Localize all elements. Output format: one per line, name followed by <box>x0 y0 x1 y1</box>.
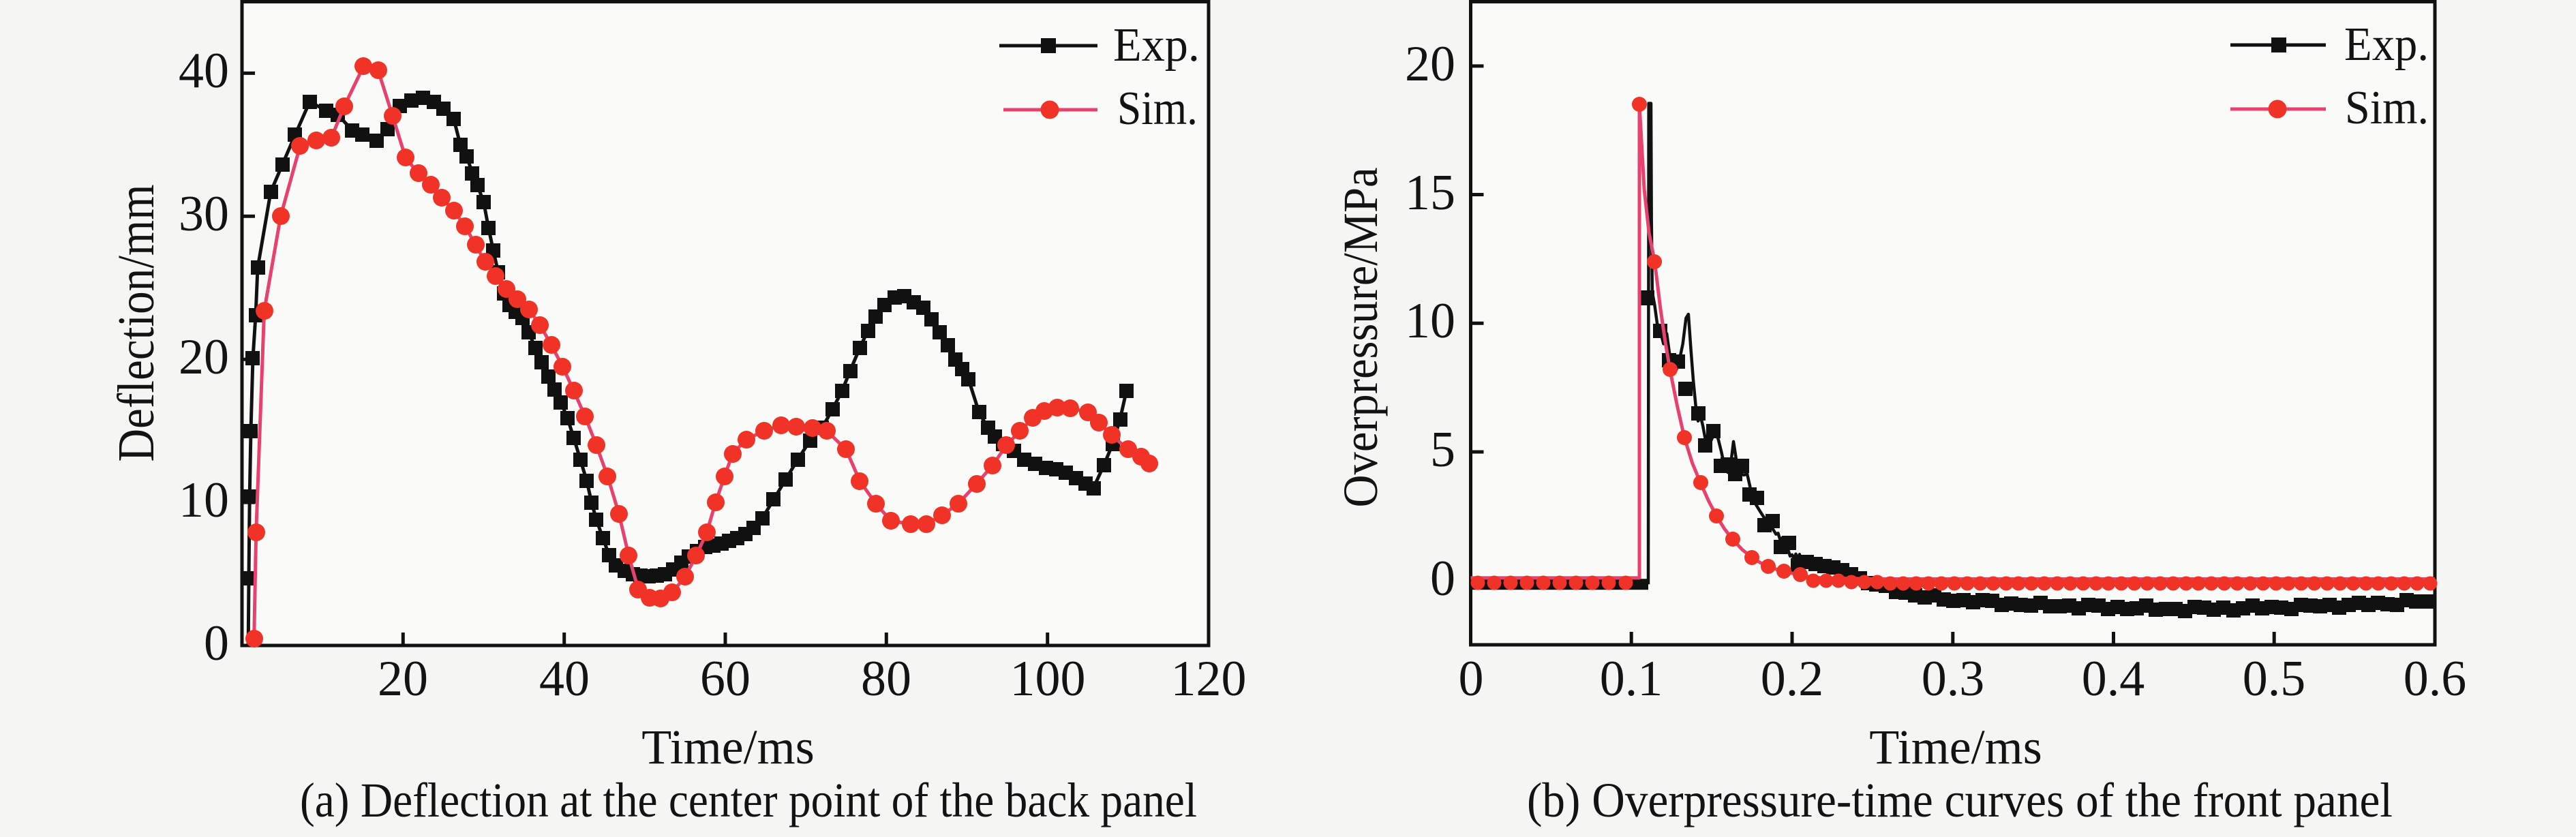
svg-text:Deflection/mm: Deflection/mm <box>108 185 165 462</box>
svg-text:Overpressure/MPa: Overpressure/MPa <box>1333 168 1388 508</box>
svg-text:Exp.: Exp. <box>1113 19 1200 72</box>
svg-text:10: 10 <box>179 472 229 528</box>
svg-text:20: 20 <box>179 329 229 385</box>
svg-text:0: 0 <box>1430 551 1455 607</box>
svg-text:(b) Overpressure-time curves o: (b) Overpressure-time curves of the fron… <box>1527 773 2393 827</box>
svg-text:15: 15 <box>1405 165 1455 221</box>
svg-text:0.5: 0.5 <box>2243 651 2306 707</box>
svg-text:5: 5 <box>1430 422 1455 478</box>
svg-text:0.3: 0.3 <box>1922 651 1985 707</box>
svg-text:(a) Deflection at the center p: (a) Deflection at the center point of th… <box>300 773 1197 827</box>
svg-text:Sim.: Sim. <box>1117 82 1198 135</box>
svg-text:20: 20 <box>378 651 428 707</box>
svg-text:0.2: 0.2 <box>1761 651 1824 707</box>
svg-text:60: 60 <box>700 651 751 707</box>
svg-text:Time/ms: Time/ms <box>1869 720 2042 774</box>
svg-text:0: 0 <box>1459 651 1484 707</box>
svg-text:120: 120 <box>1171 651 1247 707</box>
svg-text:Time/ms: Time/ms <box>641 720 814 774</box>
svg-text:100: 100 <box>1010 651 1086 707</box>
svg-text:0.4: 0.4 <box>2082 651 2145 707</box>
svg-text:Sim.: Sim. <box>2345 82 2429 134</box>
svg-text:40: 40 <box>179 43 229 99</box>
svg-text:20: 20 <box>1405 36 1455 92</box>
svg-text:Exp.: Exp. <box>2344 18 2429 71</box>
svg-text:0.1: 0.1 <box>1600 651 1663 707</box>
svg-text:30: 30 <box>179 186 229 242</box>
svg-text:10: 10 <box>1405 293 1455 349</box>
svg-text:0: 0 <box>204 615 229 671</box>
svg-text:0.6: 0.6 <box>2404 651 2467 707</box>
svg-text:40: 40 <box>539 651 590 707</box>
svg-text:80: 80 <box>861 651 911 707</box>
